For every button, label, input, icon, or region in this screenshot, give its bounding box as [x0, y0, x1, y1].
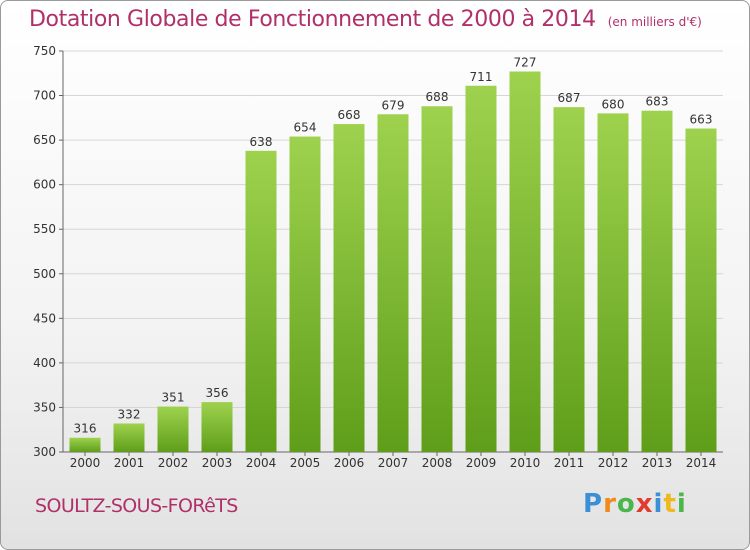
bar [289, 136, 321, 452]
data-label: 638 [250, 135, 273, 149]
x-tick-label: 2006 [334, 456, 365, 470]
y-tick-label: 600 [33, 178, 56, 192]
y-tick-label: 750 [33, 44, 56, 58]
x-tick-label: 2014 [686, 456, 717, 470]
bar [333, 124, 365, 453]
bar [597, 113, 629, 452]
data-label: 711 [470, 70, 493, 84]
x-tick-label: 2000 [70, 456, 101, 470]
data-label: 683 [646, 95, 669, 109]
bar [465, 85, 497, 453]
data-label: 688 [426, 90, 449, 104]
chart-title-row: Dotation Globale de Fonctionnement de 20… [29, 7, 702, 32]
x-tick-label: 2012 [598, 456, 629, 470]
chart-subtitle: (en milliers d'€) [607, 15, 702, 29]
logo-letter: i [653, 489, 664, 519]
y-tick-label: 650 [33, 133, 56, 147]
data-label: 316 [74, 422, 97, 436]
logo-letter: t [663, 489, 677, 519]
y-tick-label: 300 [33, 445, 56, 459]
x-tick-label: 2005 [290, 456, 321, 470]
data-label: 332 [118, 407, 141, 421]
x-tick-label: 2001 [114, 456, 145, 470]
bar [201, 402, 233, 452]
logo-letter: x [635, 489, 654, 519]
y-tick-label: 550 [33, 222, 56, 236]
y-tick-label: 450 [33, 311, 56, 325]
bar [113, 423, 145, 452]
x-tick-label: 2002 [158, 456, 189, 470]
data-label: 680 [602, 97, 625, 111]
y-tick-label: 500 [33, 267, 56, 281]
x-tick-label: 2009 [466, 456, 497, 470]
bar [509, 71, 541, 453]
bar [245, 150, 277, 452]
chart-title: Dotation Globale de Fonctionnement de 20… [29, 7, 596, 32]
bar [685, 128, 717, 452]
data-label: 687 [558, 91, 581, 105]
x-tick-label: 2003 [202, 456, 233, 470]
data-label: 356 [206, 386, 229, 400]
x-tick-label: 2004 [246, 456, 277, 470]
bar [69, 437, 101, 452]
bar [553, 107, 585, 452]
data-label: 727 [514, 55, 537, 69]
logo-letter: P [583, 489, 604, 519]
y-tick-label: 400 [33, 356, 56, 370]
y-tick-label: 350 [33, 400, 56, 414]
data-label: 654 [294, 121, 317, 135]
logo-letter: r [603, 489, 617, 519]
data-label: 351 [162, 391, 185, 405]
y-tick-label: 700 [33, 89, 56, 103]
logo-letter: o [616, 489, 636, 519]
x-tick-label: 2011 [554, 456, 585, 470]
x-tick-label: 2007 [378, 456, 409, 470]
x-tick-label: 2010 [510, 456, 541, 470]
bar [157, 406, 189, 452]
bar [421, 106, 453, 452]
logo-letter: i [676, 489, 687, 519]
x-tick-label: 2008 [422, 456, 453, 470]
proxiti-logo: Proxiti [583, 489, 687, 519]
bar [641, 110, 673, 453]
city-name: SOULTZ-SOUS-FORêTS [35, 495, 238, 517]
x-tick-label: 2013 [642, 456, 673, 470]
data-label: 679 [382, 98, 405, 112]
data-label: 668 [338, 108, 361, 122]
data-label: 663 [690, 113, 713, 127]
bar [377, 114, 409, 452]
